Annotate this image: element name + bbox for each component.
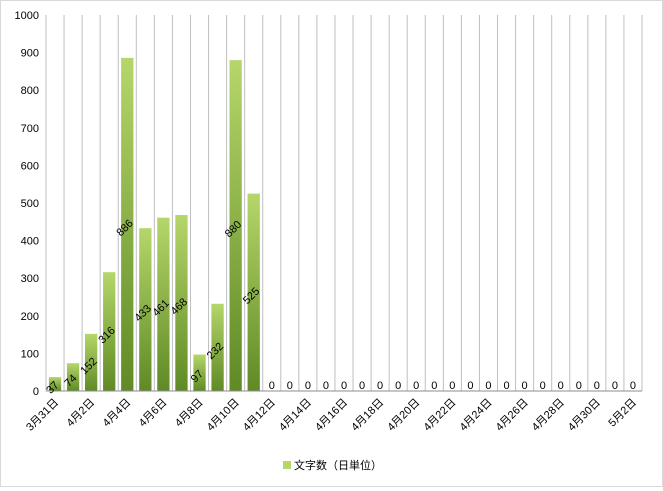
bar (211, 303, 224, 391)
data-label: 0 (522, 380, 528, 392)
data-label: 0 (503, 380, 509, 392)
x-tick-label: 4月16日 (313, 397, 350, 434)
y-tick-label: 0 (33, 386, 39, 398)
data-label: 0 (395, 380, 401, 392)
x-tick-label: 4月8日 (173, 397, 206, 430)
bar (103, 272, 116, 391)
data-label: 0 (558, 380, 564, 392)
data-label: 0 (413, 380, 419, 392)
data-label: 0 (630, 380, 636, 392)
y-tick-label: 100 (21, 348, 39, 360)
data-label: 0 (341, 380, 347, 392)
data-label: 0 (612, 380, 618, 392)
data-label: 0 (431, 380, 437, 392)
x-tick-label: 4月10日 (205, 397, 242, 434)
x-tick-label: 4月12日 (241, 397, 278, 434)
data-label: 0 (594, 380, 600, 392)
y-tick-label: 900 (21, 48, 39, 60)
x-tick-label: 5月2日 (606, 397, 639, 430)
bar (66, 363, 80, 391)
y-tick-label: 500 (21, 198, 39, 210)
data-label: 0 (485, 380, 491, 392)
bar (247, 193, 260, 391)
x-tick-label: 4月20日 (385, 397, 422, 434)
legend-label: 文字数（日単位） (294, 458, 382, 472)
gridlines (45, 15, 643, 391)
x-tick-label: 4月18日 (349, 397, 386, 434)
bar (48, 377, 62, 391)
x-tick-label: 4月30日 (566, 397, 603, 434)
y-tick-label: 200 (21, 311, 39, 323)
y-tick-label: 400 (21, 236, 39, 248)
x-tick-label: 4月22日 (421, 397, 458, 434)
x-tick-label: 4月4日 (101, 397, 134, 430)
data-label: 0 (467, 380, 473, 392)
x-tick-label: 4月2日 (65, 397, 98, 430)
data-label: 0 (287, 380, 293, 392)
y-tick-label: 600 (21, 160, 39, 172)
data-label: 0 (305, 380, 311, 392)
x-tick-label: 4月28日 (530, 397, 567, 434)
y-tick-label: 800 (21, 85, 39, 97)
bars (48, 57, 260, 392)
y-tick-label: 1000 (15, 10, 39, 22)
bar (121, 57, 134, 391)
x-tick-label: 4月6日 (137, 397, 170, 430)
x-tick-label: 3月31日 (24, 397, 61, 434)
bar (85, 333, 98, 391)
legend-swatch (283, 461, 291, 469)
data-label: 0 (359, 380, 365, 392)
bar (175, 215, 188, 391)
bar (229, 60, 242, 392)
data-label: 0 (377, 380, 383, 392)
data-label: 0 (540, 380, 546, 392)
data-label: 0 (449, 380, 455, 392)
data-label: 0 (576, 380, 582, 392)
legend: 文字数（日単位） (283, 458, 382, 472)
x-tick-label: 4月26日 (494, 397, 531, 434)
bar (139, 228, 152, 391)
data-label: 0 (269, 380, 275, 392)
y-tick-label: 300 (21, 273, 39, 285)
bar (193, 354, 206, 391)
data-label: 0 (323, 380, 329, 392)
y-tick-label: 700 (21, 123, 39, 135)
x-tick-label: 4月24日 (458, 397, 495, 434)
x-tick-label: 4月14日 (277, 397, 314, 434)
bar (157, 217, 170, 391)
